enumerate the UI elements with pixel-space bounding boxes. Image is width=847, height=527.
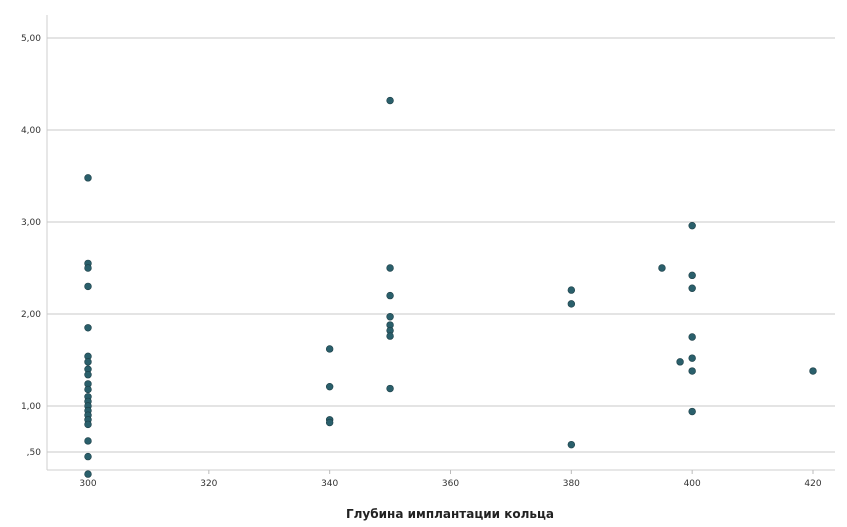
- data-point: [325, 382, 334, 391]
- data-point: [84, 385, 92, 394]
- data-point: [688, 284, 696, 292]
- data-point: [84, 264, 92, 272]
- data-point: [688, 271, 696, 280]
- data-point: [84, 437, 92, 445]
- data-point: [386, 313, 394, 321]
- y-tick-label: 3,00: [21, 218, 41, 228]
- data-point: [386, 384, 394, 393]
- data-point: [84, 470, 92, 478]
- data-point: [84, 452, 92, 461]
- data-point: [658, 264, 666, 272]
- x-tick-label: 380: [563, 479, 580, 489]
- x-tick-label: 340: [321, 479, 338, 489]
- data-point: [567, 300, 576, 308]
- data-point: [809, 367, 817, 375]
- data-point: [676, 358, 684, 366]
- data-point: [386, 96, 394, 105]
- data-point: [325, 418, 334, 427]
- data-point: [325, 345, 334, 353]
- y-tick-label: ,50: [27, 448, 42, 458]
- data-point: [567, 286, 576, 294]
- gridlines: [47, 37, 835, 453]
- data-point: [567, 440, 576, 449]
- x-tick-label: 360: [442, 479, 459, 489]
- x-tick-label: 300: [79, 479, 96, 489]
- data-point: [688, 407, 696, 416]
- y-tick-label: 2,00: [21, 310, 41, 320]
- x-tick-label: 320: [200, 479, 217, 489]
- x-tick-labels: 300 320 340 360 380 400 420: [79, 470, 822, 489]
- data-point: [386, 264, 394, 272]
- y-tick-label: 4,00: [21, 126, 41, 136]
- data-point: [84, 324, 92, 332]
- data-point: [84, 282, 92, 291]
- data-points: [84, 96, 817, 478]
- data-point: [688, 367, 696, 375]
- data-point: [688, 333, 696, 341]
- data-point: [84, 371, 92, 379]
- data-point: [84, 420, 92, 429]
- x-tick-label: 420: [804, 479, 821, 489]
- x-axis-title: Глубина имплантации кольца: [346, 507, 554, 521]
- data-point: [386, 291, 394, 300]
- y-tick-label: 1,00: [21, 402, 41, 412]
- x-tick-label: 400: [684, 479, 701, 489]
- data-point: [688, 221, 696, 230]
- y-tick-labels: ,50 1,00 2,00 3,00 4,00 5,00: [21, 34, 41, 458]
- data-point: [386, 332, 394, 340]
- y-tick-label: 5,00: [21, 34, 41, 44]
- data-point: [84, 174, 92, 182]
- data-point: [688, 354, 696, 362]
- data-point: [84, 358, 92, 366]
